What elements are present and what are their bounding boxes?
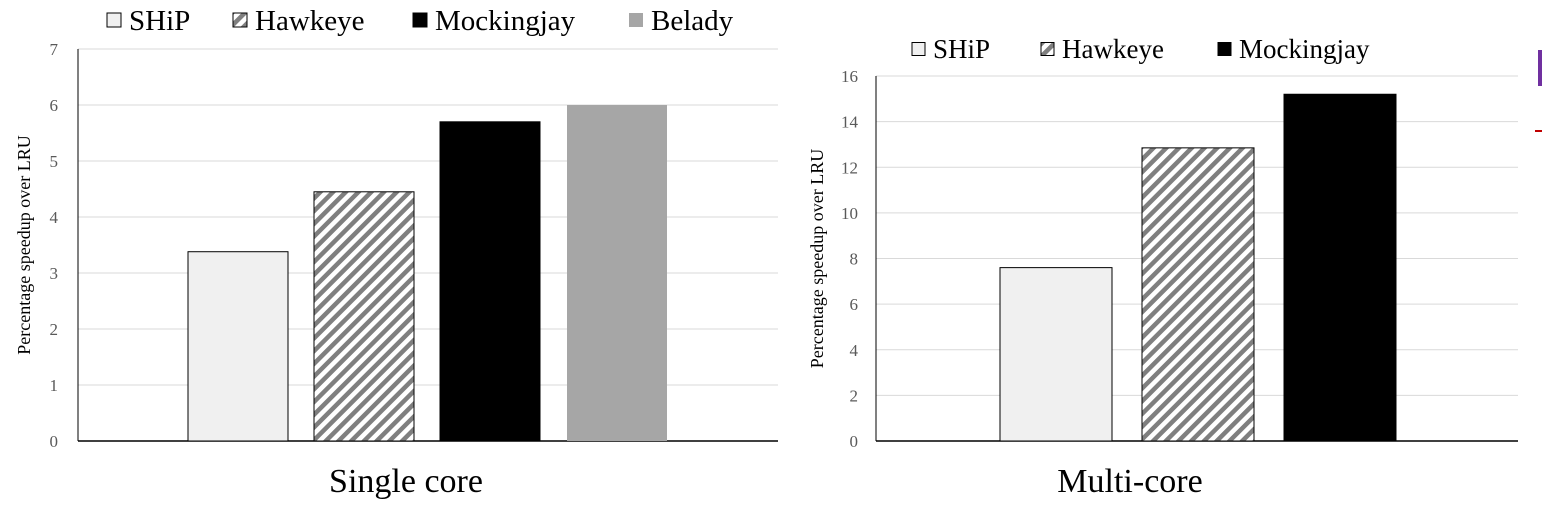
legend-swatch-hawkeye <box>233 13 247 27</box>
y-tick-label: 2 <box>50 320 59 339</box>
y-tick-label: 4 <box>850 341 859 360</box>
legend-swatch-hawkeye <box>1041 43 1054 56</box>
y-tick-label: 12 <box>841 158 858 177</box>
y-tick-label: 7 <box>50 40 59 59</box>
y-tick-label: 10 <box>841 204 858 223</box>
legend-label: Mockingjay <box>1239 34 1370 64</box>
y-tick-label: 6 <box>850 295 859 314</box>
legend-swatch-belady <box>629 13 643 27</box>
chart-title: Single core <box>329 463 483 500</box>
y-tick-label: 0 <box>850 432 859 451</box>
bar-hawkeye <box>1142 148 1254 441</box>
y-axis-title: Percentage speedup over LRU <box>807 149 827 368</box>
bar-mockingjay <box>1284 94 1396 441</box>
legend-swatch-ship <box>912 43 925 56</box>
legend-label: SHiP <box>933 34 990 64</box>
y-tick-label: 0 <box>50 432 59 451</box>
y-tick-label: 3 <box>50 264 59 283</box>
y-tick-label: 14 <box>841 113 859 132</box>
y-tick-label: 2 <box>850 386 859 405</box>
chart-panel-1: 0 1 2 3 4 5 6 7 Percentage speedup over LRU SHiP H… <box>14 5 778 500</box>
legend-swatch-mockingjay <box>413 13 427 27</box>
y-tick-label: 4 <box>50 208 59 227</box>
legend-label: SHiP <box>129 5 190 37</box>
y-tick-label: 5 <box>50 152 59 171</box>
chart-title: Multi-core <box>1057 463 1202 500</box>
legend-label: Belady <box>651 5 734 37</box>
bar-mockingjay <box>440 122 540 441</box>
chart-panel-2: 0 2 4 6 8 10 12 14 16 Percentage speedup over LRU… <box>807 34 1518 500</box>
bar-ship <box>188 252 288 441</box>
y-tick-label: 8 <box>850 250 859 269</box>
legend-swatch-mockingjay <box>1218 43 1231 56</box>
y-tick-label: 16 <box>841 67 858 86</box>
legend-label: Hawkeye <box>1062 34 1164 64</box>
y-tick-label: 1 <box>50 376 59 395</box>
legend-swatch-ship <box>107 13 121 27</box>
edge-artifact-bar <box>1538 50 1542 86</box>
bar-hawkeye <box>314 192 414 441</box>
y-tick-label: 6 <box>50 96 59 115</box>
bar-belady <box>567 105 667 441</box>
legend-label: Mockingjay <box>435 5 576 37</box>
legend-label: Hawkeye <box>255 5 365 37</box>
y-axis-title: Percentage speedup over LRU <box>14 135 34 354</box>
bar-ship <box>1000 268 1112 441</box>
